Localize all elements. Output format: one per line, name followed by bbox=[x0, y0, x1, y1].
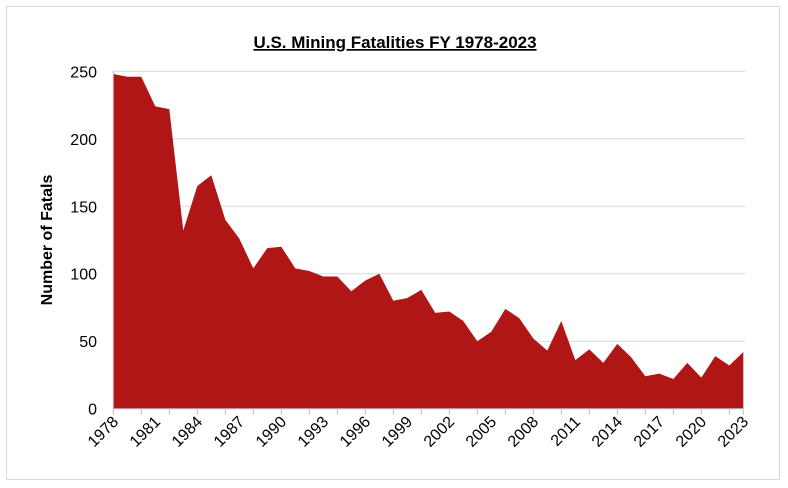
y-tick-label: 0 bbox=[88, 402, 97, 419]
chart-frame bbox=[6, 6, 780, 480]
x-tick-label: 2023 bbox=[715, 413, 752, 450]
x-tick-label: 2020 bbox=[673, 413, 710, 450]
x-tick-label: 1996 bbox=[337, 413, 374, 450]
x-tick-label: 2017 bbox=[631, 413, 668, 450]
x-tick-label: 2008 bbox=[505, 413, 542, 450]
x-tick-label: 2011 bbox=[548, 413, 584, 449]
y-tick-label: 150 bbox=[70, 199, 97, 216]
x-tick-label: 1990 bbox=[253, 413, 290, 450]
y-tick-label: 100 bbox=[70, 267, 97, 284]
x-tick-label: 1987 bbox=[211, 413, 248, 450]
y-tick-label: 200 bbox=[70, 132, 97, 149]
x-tick-label: 1984 bbox=[169, 413, 206, 450]
x-tick-label: 2014 bbox=[589, 413, 626, 450]
x-tick-label: 1999 bbox=[379, 413, 416, 450]
y-tick-label: 50 bbox=[79, 334, 97, 351]
y-tick-label: 250 bbox=[70, 64, 97, 81]
x-tick-label: 2002 bbox=[421, 413, 458, 450]
x-tick-label: 1993 bbox=[295, 413, 332, 450]
fatalities-area bbox=[113, 73, 744, 409]
y-axis-label: Number of Fatals bbox=[39, 175, 56, 306]
x-tick-label: 1981 bbox=[127, 413, 164, 450]
x-tick-label: 1978 bbox=[85, 413, 122, 450]
chart-title: U.S. Mining Fatalities FY 1978-2023 bbox=[253, 33, 536, 52]
x-tick-label: 2005 bbox=[463, 413, 500, 450]
